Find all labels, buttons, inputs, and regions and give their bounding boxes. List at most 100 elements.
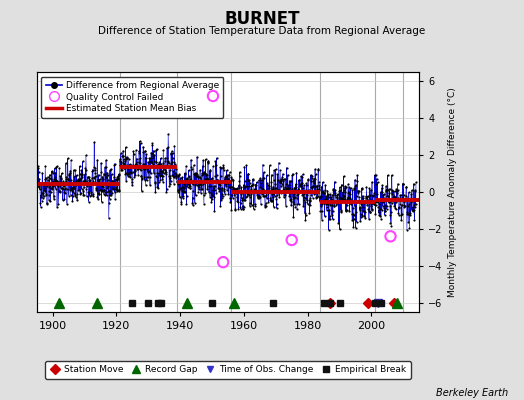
Point: [246, 200, 254, 206]
Point: [360, 213, 368, 220]
Point: [321, 213, 329, 220]
Point: [332, 200, 340, 207]
Point: [161, 158, 169, 164]
Point: [207, 199, 215, 205]
Point: [211, 172, 220, 179]
Point: [79, 178, 87, 184]
Point: [331, 178, 339, 185]
Point: [254, 194, 262, 201]
Point: [232, 186, 240, 193]
Point: [133, 162, 141, 168]
Point: [260, 193, 269, 200]
Point: [48, 178, 57, 185]
Point: [86, 189, 95, 195]
Point: [293, 206, 301, 213]
Point: [272, 200, 281, 207]
Point: [90, 174, 98, 180]
Point: [59, 180, 68, 186]
Point: [250, 186, 258, 193]
Point: [219, 164, 227, 170]
Point: [201, 156, 210, 162]
Point: [410, 207, 418, 214]
Point: [233, 189, 242, 196]
Point: [248, 188, 256, 194]
Point: [218, 191, 226, 197]
Point: [122, 169, 130, 176]
Point: [234, 199, 242, 206]
Point: [208, 192, 216, 198]
Point: [401, 195, 409, 202]
Point: [167, 151, 176, 158]
Point: [261, 202, 269, 208]
Point: [371, 196, 379, 203]
Point: [219, 162, 227, 168]
Point: [143, 174, 151, 180]
Y-axis label: Monthly Temperature Anomaly Difference (°C): Monthly Temperature Anomaly Difference (…: [448, 87, 457, 297]
Point: [295, 177, 303, 183]
Point: [243, 190, 252, 196]
Point: [252, 181, 260, 188]
Point: [321, 201, 330, 208]
Point: [97, 160, 105, 166]
Point: [243, 176, 251, 182]
Point: [83, 193, 91, 199]
Text: Difference of Station Temperature Data from Regional Average: Difference of Station Temperature Data f…: [99, 26, 425, 36]
Point: [297, 173, 305, 179]
Point: [104, 183, 113, 189]
Point: [281, 189, 289, 196]
Point: [361, 198, 369, 204]
Point: [314, 178, 323, 185]
Point: [297, 183, 305, 189]
Point: [282, 181, 291, 188]
Point: [217, 184, 226, 191]
Point: [276, 177, 285, 184]
Point: [303, 201, 312, 208]
Point: [162, 155, 171, 162]
Point: [225, 184, 233, 190]
Point: [104, 172, 112, 178]
Point: [50, 196, 58, 202]
Point: [324, 191, 332, 198]
Point: [154, 164, 162, 170]
Point: [391, 194, 400, 200]
Point: [190, 162, 198, 168]
Point: [83, 174, 92, 180]
Point: [300, 195, 309, 201]
Point: [289, 170, 297, 177]
Point: [303, 197, 311, 204]
Point: [176, 185, 184, 192]
Point: [377, 184, 386, 191]
Point: [69, 190, 78, 196]
Point: [395, 212, 403, 218]
Point: [373, 198, 381, 204]
Point: [329, 187, 337, 193]
Point: [248, 176, 257, 182]
Point: [163, 145, 171, 151]
Point: [111, 196, 119, 202]
Point: [392, 186, 401, 192]
Point: [273, 192, 281, 198]
Point: [158, 173, 166, 180]
Point: [135, 159, 143, 166]
Point: [191, 192, 200, 198]
Point: [228, 194, 237, 201]
Point: [182, 163, 190, 169]
Point: [320, 196, 328, 203]
Point: [173, 181, 182, 188]
Point: [296, 182, 304, 189]
Point: [323, 187, 332, 194]
Point: [362, 193, 370, 200]
Point: [206, 183, 215, 189]
Point: [370, 200, 378, 207]
Point: [127, 163, 136, 169]
Point: [141, 165, 149, 171]
Point: [158, 172, 167, 179]
Point: [286, 189, 294, 196]
Point: [39, 180, 47, 186]
Point: [359, 208, 367, 214]
Point: [114, 186, 122, 193]
Point: [386, 212, 395, 219]
Point: [356, 205, 365, 211]
Point: [174, 187, 183, 194]
Point: [147, 159, 156, 166]
